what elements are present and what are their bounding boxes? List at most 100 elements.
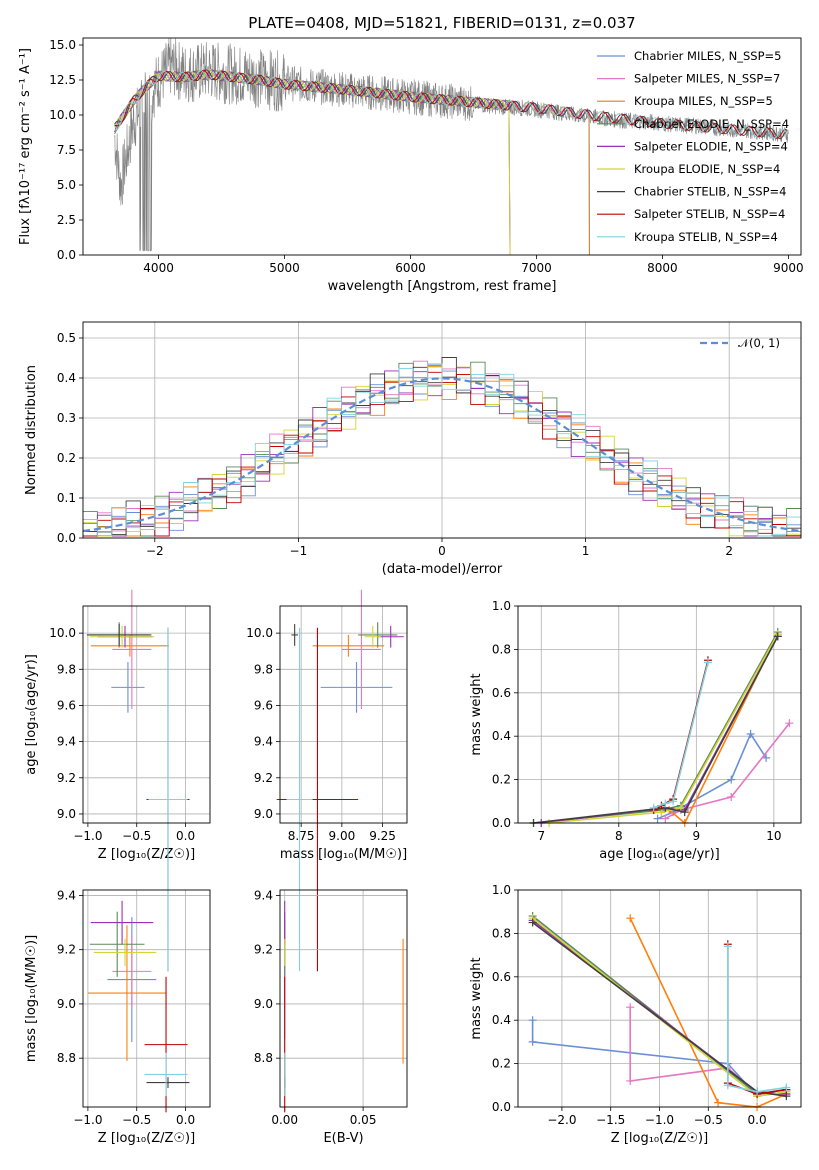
model-line (114, 69, 788, 139)
weight-line (548, 633, 779, 824)
legend-label: Salpeter MILES, N_SSP=7 (634, 72, 780, 86)
x-tick-label: 1 (582, 544, 590, 558)
x-axis-label: mass [log₁₀(M/M☉)] (280, 847, 407, 862)
x-tick-label: 8 (615, 829, 623, 843)
weight-line (653, 660, 709, 811)
error-bar-point (112, 589, 152, 710)
weight-series (529, 632, 782, 827)
error-bar-point (286, 627, 313, 972)
weight-marker (528, 1016, 537, 1025)
mass-weight-vs-metallicity-panel: −2.0 −1.5 −1.0 −0.5 0.0 0.0 0.2 0.4 0.6 0.8 1.0 Z [… (469, 883, 802, 1146)
x-tick-label: −1.0 (645, 1113, 674, 1127)
x-axis-label: Z [log₁₀(Z/Z☉)] (98, 847, 195, 862)
weight-marker (727, 792, 736, 801)
x-tick-label: −1.0 (73, 829, 102, 843)
weight-marker (653, 814, 662, 823)
mass-weight-vs-age-panel: 7 8 9 10 0.0 0.2 0.4 0.6 0.8 1.0 age [log₁₀(age/yr… (469, 599, 802, 862)
weight-marker (723, 942, 732, 951)
x-tick-label: 5000 (269, 261, 300, 275)
normal-reference-line (82, 377, 802, 533)
weight-marker (661, 814, 670, 823)
y-axis-label: age [log₁₀(age/yr)] (24, 654, 39, 775)
axes-frame (82, 321, 802, 539)
legend-label: Chabrier ELODIE, N_SSP=4 (634, 117, 789, 131)
x-tick-label: 0.0 (176, 829, 195, 843)
x-axis-label: E(B-V) (323, 1131, 363, 1146)
y-tick-label: 9.4 (254, 888, 273, 902)
weight-line (541, 636, 779, 824)
error-bar-point (358, 622, 398, 648)
weight-marker (746, 730, 755, 739)
y-tick-label: 10.0 (246, 626, 273, 640)
spectrum-panel: 4000 5000 6000 7000 8000 9000 0.0 2.5 5.0 7.5 10.0… (18, 37, 804, 294)
y-tick-label: 0.2 (492, 773, 511, 787)
y-tick-label: 9.8 (254, 662, 273, 676)
error-bar-point (87, 925, 167, 1061)
error-bar-point (312, 634, 385, 657)
y-tick-label: 9.0 (254, 997, 273, 1011)
weight-marker (661, 799, 670, 808)
y-tick-label: 0.3 (57, 411, 76, 425)
x-tick-label: 6000 (395, 261, 426, 275)
spectrum-lines (114, 38, 789, 255)
weight-marker (782, 1083, 791, 1092)
weight-series (537, 632, 782, 827)
y-tick-label: 9.0 (57, 997, 76, 1011)
age-vs-metallicity-panel: −1.0 −0.5 0.0 9.0 9.2 9.4 9.6 9.8 10.0 Z [log₁₀(Z… (24, 589, 211, 972)
chart-title: PLATE=0408, MJD=51821, FIBERID=0131, z=0… (248, 14, 635, 32)
y-axis-label: mass weight (469, 673, 484, 755)
error-bar-point (364, 625, 381, 648)
y-tick-label: 0.8 (492, 642, 511, 656)
age-vs-mass-panel: 8.75 9.00 9.25 9.0 9.2 9.4 9.6 9.8 10.0 mass [log… (246, 589, 408, 972)
axes-frame (279, 605, 408, 824)
y-tick-label: 0.0 (492, 1100, 511, 1114)
y-axis-label: Normed distribution (24, 365, 39, 495)
x-axis-label: age [log₁₀(age/yr)] (599, 847, 720, 862)
y-tick-label: 9.2 (254, 771, 273, 785)
weight-line (629, 917, 787, 1108)
weight-series (649, 658, 712, 812)
x-tick-label: −0.5 (694, 1113, 723, 1127)
error-bar-point (111, 662, 145, 713)
x-tick-label: −1 (290, 544, 308, 558)
x-tick-label: 0 (438, 544, 446, 558)
axes-frame (517, 605, 802, 824)
legend-label: Kroupa STELIB, N_SSP=4 (634, 230, 778, 244)
weight-line (727, 946, 787, 1093)
y-tick-label: 0.2 (492, 1057, 511, 1071)
y-tick-label: 0.4 (492, 1013, 511, 1027)
legend-label: Salpeter STELIB, N_SSP=4 (634, 207, 785, 221)
x-tick-label: 0.05 (350, 1113, 377, 1127)
model-line (114, 69, 511, 255)
y-tick-label: 0.8 (492, 926, 511, 940)
histogram-line (83, 363, 801, 537)
weight-marker (649, 803, 658, 812)
y-axis-label: mass [log₁₀(M/M☉)] (24, 935, 39, 1062)
error-bar-point (146, 1077, 190, 1089)
y-tick-label: 9.4 (254, 735, 273, 749)
weight-line (533, 631, 779, 824)
weight-marker (626, 1076, 635, 1085)
y-tick-label: 9.0 (254, 807, 273, 821)
weight-marker (723, 1081, 732, 1090)
legend-label: 𝒩(0, 1) (738, 336, 780, 350)
x-axis-label: (data-model)/error (382, 562, 503, 577)
axes-frame (82, 605, 211, 824)
error-bar-point (341, 589, 381, 710)
error-bar-point (86, 624, 152, 646)
y-tick-label: 9.4 (57, 888, 76, 902)
weight-series (545, 630, 782, 827)
x-tick-label: 7000 (521, 261, 552, 275)
y-tick-label: 9.4 (57, 735, 76, 749)
axes-frame (82, 37, 802, 256)
weight-marker (753, 1087, 762, 1096)
x-tick-label: 7 (537, 829, 545, 843)
y-tick-label: 7.5 (57, 143, 76, 157)
error-bar-point (148, 627, 188, 972)
x-axis-label: Z [log₁₀(Z/Z☉)] (98, 1131, 195, 1146)
x-axis-label: wavelength [Angstrom, rest frame] (328, 279, 557, 294)
error-bar-point (144, 1052, 188, 1097)
weight-line (664, 722, 791, 820)
legend-label: Kroupa MILES, N_SSP=5 (634, 94, 773, 108)
y-tick-label: 0.1 (57, 491, 76, 505)
